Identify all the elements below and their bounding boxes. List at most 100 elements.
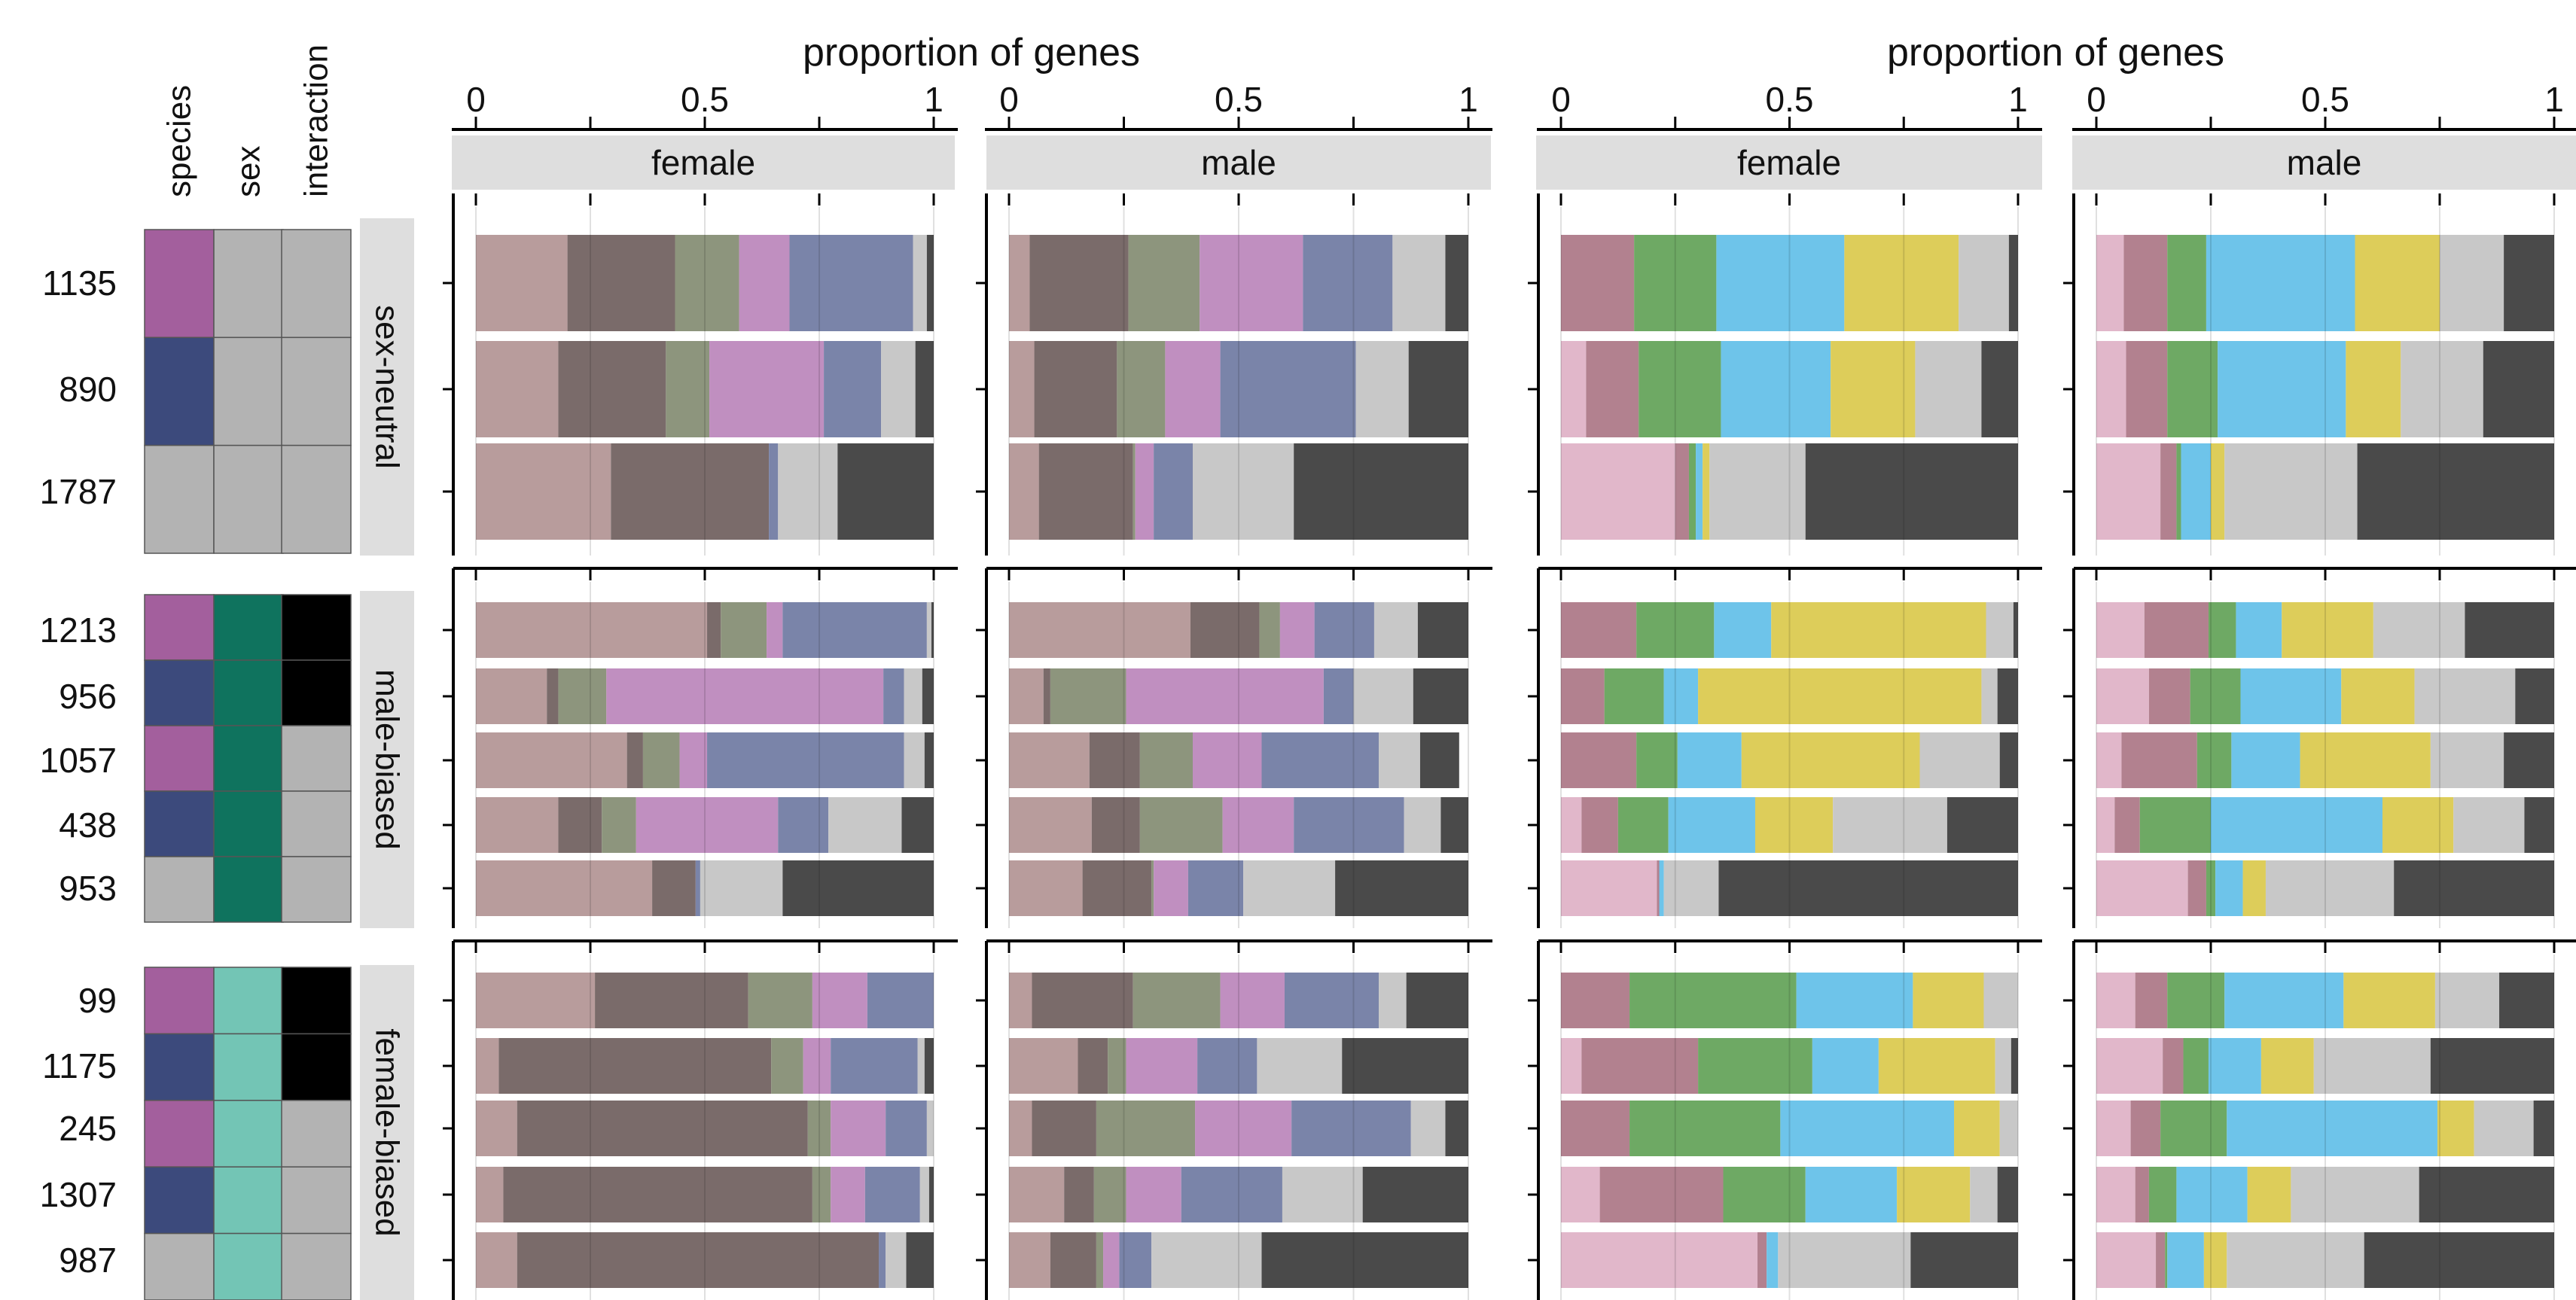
bar-segment-cat-6 [1995, 1038, 2011, 1094]
bar-segment-cat-1 [476, 602, 708, 658]
bar-row [1561, 973, 2018, 1028]
sex-cell [213, 1232, 284, 1300]
facet-strip [1536, 135, 2042, 190]
bar-gap [988, 540, 1489, 546]
bar-row [2096, 602, 2554, 658]
bar-segment-cat-2 [611, 443, 770, 540]
bar-row [1009, 797, 1468, 853]
facet-label: male [1201, 143, 1276, 182]
row-group-male-biased: male-biased [360, 591, 414, 928]
bar-segment-cat-2 [1050, 1232, 1096, 1288]
bar-segment-cat-7 [1946, 797, 2018, 853]
bar-gap [455, 1156, 955, 1162]
bar-segment-cat-2 [595, 973, 748, 1028]
bar-segment-cat-4 [2240, 668, 2342, 724]
row-count-label: 1213 [40, 610, 117, 650]
bar-segment-cat-5 [2355, 235, 2440, 331]
bar-segment-cat-2 [1561, 668, 1605, 724]
bar-segment-cat-4 [1677, 732, 1742, 788]
bar-segment-cat-5 [824, 341, 882, 437]
bar-segment-cat-6 [1257, 1038, 1343, 1094]
bar-segment-cat-2 [1581, 1038, 1699, 1094]
bar-segment-cat-5 [2211, 443, 2225, 540]
bar-segment-cat-3 [1128, 235, 1200, 331]
bar-segment-cat-2 [567, 235, 675, 331]
bar-segment-cat-4 [2208, 1038, 2261, 1094]
bar-row [2096, 668, 2554, 724]
bar-segment-cat-7 [1445, 235, 1468, 331]
row-count-label: 1787 [40, 472, 117, 511]
bar-segment-cat-5 [886, 1101, 927, 1156]
species-cell [144, 594, 215, 661]
sex-cell [213, 725, 284, 792]
bar-segment-cat-6 [2401, 341, 2483, 437]
bar-segment-cat-4 [2215, 860, 2243, 916]
bar-segment-cat-2 [2135, 973, 2168, 1028]
bar-row [1009, 235, 1468, 331]
bar-segment-cat-4 [2218, 341, 2346, 437]
bar-segment-cat-7 [924, 1038, 934, 1094]
bar-gap [1540, 331, 2039, 337]
bar-row [1561, 443, 2018, 540]
bar-segment-cat-3 [1688, 443, 1697, 540]
bar-gap [2075, 1222, 2575, 1228]
bar-segment-cat-1 [476, 668, 547, 724]
species-cell [144, 229, 215, 339]
bar-segment-cat-2 [1586, 341, 1639, 437]
bar-row [476, 1167, 934, 1222]
bar-row [1009, 1101, 1468, 1156]
bar-segment-cat-1 [476, 443, 611, 540]
bar-segment-cat-5 [1294, 797, 1404, 853]
bar-gap [988, 1156, 1489, 1162]
bar-segment-cat-2 [1599, 1167, 1724, 1222]
bar-segment-cat-7 [2394, 860, 2554, 916]
bar-segment-cat-5 [1303, 235, 1393, 331]
bar-segment-cat-2 [1561, 602, 1637, 658]
bar-segment-cat-7 [2524, 797, 2554, 853]
row-group-label: male-biased [369, 669, 406, 850]
species-cell [144, 659, 215, 726]
bar-row [1561, 732, 2018, 788]
bar-row [476, 732, 934, 788]
bar-segment-cat-7 [782, 860, 934, 916]
annotation-header-species: species [161, 85, 198, 197]
bar-segment-cat-3 [2196, 732, 2232, 788]
facet-strip [986, 135, 1491, 190]
interaction-cell [281, 967, 352, 1035]
bar-row [1009, 602, 1468, 658]
bar-segment-cat-4 [1668, 797, 1755, 853]
bar-row [1561, 602, 2018, 658]
sex-cell [213, 967, 284, 1035]
bar-gap [988, 331, 1489, 337]
bar-row [2096, 341, 2554, 437]
bar-segment-cat-3 [2167, 235, 2206, 331]
bar-segment-cat-1 [2096, 860, 2188, 916]
bar-segment-cat-7 [1294, 443, 1468, 540]
bar-gap [1540, 1288, 2039, 1294]
bar-segment-cat-3 [1636, 732, 1678, 788]
bar-segment-cat-5 [2346, 341, 2401, 437]
bar-segment-cat-7 [922, 668, 934, 724]
facet-label: female [1737, 143, 1841, 182]
bar-segment-cat-3 [812, 1167, 831, 1222]
bar-gap [2075, 437, 2575, 443]
sex-cell [213, 1166, 284, 1235]
bar-segment-cat-1 [1009, 602, 1190, 658]
bar-segment-cat-5 [789, 235, 913, 331]
bar-row [476, 797, 934, 853]
panel-1-female: proportion of genes 0 0.5 1 female [443, 31, 1140, 1300]
x-tick-label: 0.5 [1215, 80, 1263, 119]
bar-segment-cat-1 [1561, 797, 1582, 853]
bar-row [476, 1038, 934, 1094]
bar-segment-cat-6 [2313, 1038, 2431, 1094]
sex-cell [213, 790, 284, 857]
bar-segment-cat-2 [1038, 443, 1133, 540]
bar-row [1009, 341, 1468, 437]
bar-gap [988, 724, 1489, 730]
bar-segment-cat-4 [2206, 235, 2355, 331]
bar-segment-cat-5 [1181, 1167, 1282, 1222]
bar-row [476, 1101, 934, 1156]
bar-segment-cat-1 [1561, 341, 1587, 437]
bar-segment-cat-5 [695, 860, 700, 916]
sex-cell [213, 1100, 284, 1168]
